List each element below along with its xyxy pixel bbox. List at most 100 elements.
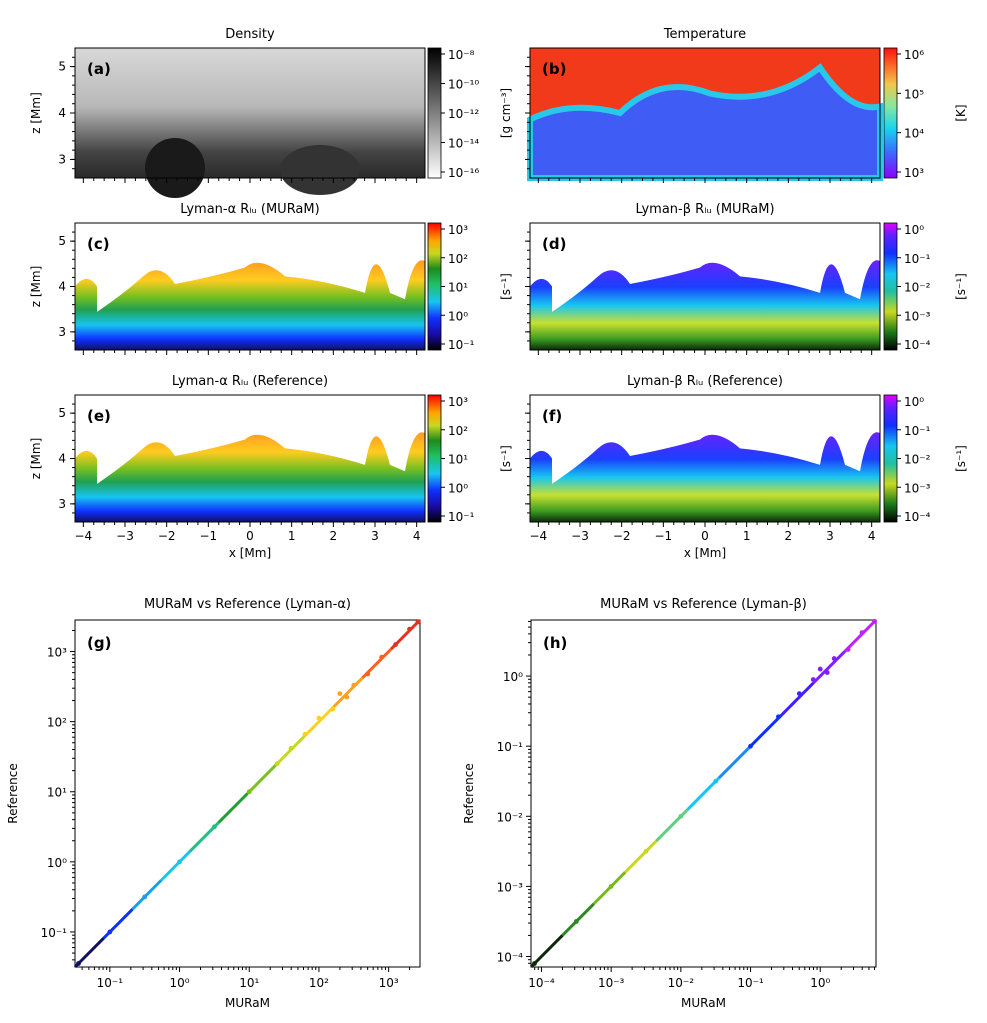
diagonal-band [561,902,595,937]
diagonal-band [718,745,752,779]
diagonal-band [217,792,249,824]
colorbar-tick-label: 10⁰ [904,395,924,409]
panel-label: (a) [87,60,111,78]
colorbar-tick-label: 10⁻² [904,453,931,467]
data-point [107,929,113,935]
y-axis-label: Reference [6,763,20,823]
x-axis-label: x [Mm] [229,546,271,560]
colorbar-tick-label: 10¹ [448,281,468,295]
map-panel-d: (d) Lyman-β Rₗᵤ (MURaM) 10⁰ 10⁻¹ 10⁻² 10⁻³ 10⁻… [525,202,968,355]
colorbar-label: [s⁻¹] [499,445,513,472]
data-point [337,691,343,697]
diagonal-band [592,871,627,905]
panel-label: (g) [87,634,111,652]
data-point [274,761,280,767]
x-tick-label: 10⁻¹ [97,976,124,990]
colorbar-tick-label: 10⁻¹ [904,424,931,438]
map-title: Lyman-β Rₗᵤ (Reference) [627,374,783,389]
map-image [530,432,880,522]
x-tick-label: 10¹ [239,976,259,990]
data-point [776,714,781,720]
y-tick-label: 10⁻⁴ [497,950,524,964]
x-tick-label: −3 [116,529,134,543]
data-point [316,715,322,721]
colorbar-tick-label: 10⁻⁴ [904,510,931,524]
data-point [365,671,371,677]
map-image [530,260,880,350]
data-point [330,706,336,712]
diagonal-band [624,839,658,874]
colorbar-ramp [883,47,898,179]
x-tick-label: 1 [743,529,751,543]
colorbar-tick-label: 10⁻³ [904,309,931,323]
colorbar: 10³ 10² 10¹ 10⁰ 10⁻¹ [s⁻¹] [427,222,513,352]
y-tick-label: 10⁰ [503,670,523,684]
colorbar-ramp [427,47,442,179]
map-panel-e: (e) Lyman-α Rₗᵤ (Reference) −4 −3 −2 −1 0 1 2 3 4 x… [29,374,513,560]
scatter-panel-g: MURaM vs Reference (Lyman-α) (g) 10⁻¹ 10⁻¹ 1… [6,597,422,1010]
map-title: Lyman-α Rₗᵤ (Reference) [172,374,328,389]
colorbar-tick-label: 10⁻¹ [448,338,475,352]
colorbar-tick-label: 10³ [904,166,924,180]
colorbar-tick-label: 10³ [448,223,468,237]
y-axis-label: z [Mm] [29,92,43,134]
x-tick-label: −2 [158,529,176,543]
y-tick-label: 10⁻¹ [41,926,68,940]
scatter-panel-h: MURaM vs Reference (Lyman-β) (h) 10⁻⁴ 10⁻⁴ 1… [462,597,878,1010]
colorbar-tick-label: 10³ [448,395,468,409]
data-point [246,789,252,795]
panel-label: (h) [543,634,567,652]
x-tick-label: 3 [826,529,834,543]
y-tick-label: 5 [58,60,66,74]
colorbar-tick-label: 10⁰ [904,223,924,237]
scatter-title: MURaM vs Reference (Lyman-α) [144,597,351,612]
colorbar-label: [s⁻¹] [954,445,968,472]
data-point [608,883,614,889]
y-tick-label: 5 [58,406,66,420]
colorbar-tick-label: 10⁻⁴ [904,338,931,352]
diagonal-band [749,713,783,748]
x-tick-label: −3 [571,529,589,543]
data-point [76,961,81,966]
y-tick-label: 3 [58,325,66,339]
colorbar-tick-label: 10⁰ [448,309,468,323]
map-dense-blob [280,145,360,195]
data-point [748,743,753,749]
y-tick-label: 10⁻³ [497,880,524,894]
colorbar-ramp [427,394,442,523]
colorbar-tick-label: 10⁻¹⁴ [448,137,479,151]
map-title: Lyman-α Rₗᵤ (MURaM) [180,202,319,217]
data-point [142,894,148,900]
map-cool-region [527,63,883,181]
diagonal-band [246,763,278,795]
map-title: Temperature [663,27,746,42]
colorbar-tick-label: 10⁻¹ [904,252,931,266]
panel-label: (b) [542,60,566,78]
colorbar-tick-label: 10² [448,424,468,438]
x-tick-label: 10⁻¹ [737,976,764,990]
x-axis-label: MURaM [681,996,726,1010]
x-tick-label: −4 [74,529,92,543]
data-point [678,813,684,819]
data-point [211,824,217,830]
panel-label: (c) [87,235,110,253]
colorbar-tick-label: 10⁴ [904,127,924,141]
colorbar-tick-label: 10⁻¹⁰ [448,78,479,92]
y-tick-label: 10² [47,716,67,730]
diagonal-band [780,682,815,716]
colorbar-tick-label: 10⁻¹ [448,510,475,524]
diagonal-band [529,934,564,969]
x-tick-label: 10⁰ [810,976,830,990]
colorbar-label: [s⁻¹] [954,273,968,300]
data-point [379,654,385,660]
diagonal-band [131,879,163,911]
y-tick-label: 3 [58,497,66,511]
panel-label: (d) [542,235,566,253]
x-tick-label: 4 [868,529,876,543]
x-axis-label: x [Mm] [684,546,726,560]
panel-label: (e) [87,407,111,425]
diagonal-band [686,776,721,811]
colorbar-tick-label: 10⁵ [904,87,924,101]
